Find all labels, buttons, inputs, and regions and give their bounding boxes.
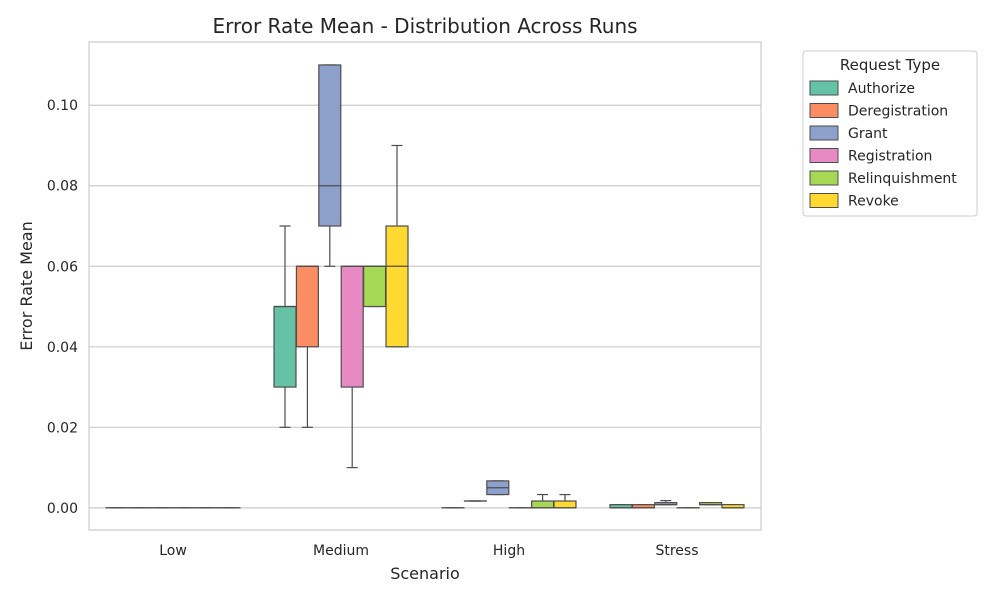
legend-label-deregistration: Deregistration (848, 104, 948, 120)
legend-label-grant: Grant (848, 126, 888, 142)
box-iqr (340, 265, 364, 388)
box-deregistration-medium (295, 265, 319, 428)
legend-label-revoke: Revoke (848, 194, 899, 210)
box-iqr (553, 500, 577, 509)
box-revoke-high (553, 493, 577, 509)
legend-frame (802, 50, 978, 217)
x-tick-labels: Low Medium High Stress (159, 543, 698, 559)
y-tick-label: 0.04 (47, 340, 78, 356)
y-tick-label: 0.10 (47, 98, 78, 114)
box-relinquishment-stress (699, 502, 723, 506)
legend-label-registration: Registration (848, 149, 932, 165)
box-iqr (318, 64, 342, 227)
legend-swatch-deregistration (809, 103, 839, 118)
box-grant-high (486, 480, 510, 496)
box-revoke-stress (721, 504, 745, 509)
y-axis-label: Error Rate Mean (17, 221, 36, 350)
legend-swatch-authorize (809, 80, 839, 96)
box-authorize-medium (273, 225, 297, 428)
y-tick-label: 0.02 (47, 420, 78, 436)
y-tick-labels: 0.00 0.02 0.04 0.06 0.08 0.10 (47, 98, 78, 517)
box-iqr (273, 305, 297, 388)
box-relinquishment-high (531, 493, 555, 509)
box-relinquishment-medium (363, 265, 387, 308)
box-revoke-medium (385, 144, 409, 348)
legend-label-authorize: Authorize (848, 81, 915, 97)
x-tick-label: Medium (313, 543, 369, 559)
legend-title: Request Type (840, 56, 940, 74)
box-grant-stress (654, 500, 678, 506)
x-axis-label: Scenario (390, 564, 460, 583)
boxes-layer (105, 64, 745, 509)
legend-label-relinquishment: Relinquishment (848, 171, 957, 187)
chart-title: Error Rate Mean - Distribution Across Ru… (212, 14, 637, 38)
y-tick-label: 0.00 (47, 501, 78, 517)
box-registration-medium (340, 265, 364, 469)
legend-swatch-revoke (809, 193, 839, 208)
legend-swatch-registration (809, 148, 839, 163)
y-tick-label: 0.06 (47, 259, 78, 275)
box-iqr (363, 265, 387, 308)
legend-swatch-relinquishment (809, 170, 839, 186)
box-deregistration-stress (631, 504, 655, 509)
legend: Request Type Authorize Deregistration Gran… (802, 50, 978, 217)
box-iqr (531, 500, 555, 509)
legend-items: Authorize Deregistration Grant Registration… (809, 80, 957, 210)
y-tick-label: 0.08 (47, 179, 78, 195)
box-authorize-stress (609, 504, 633, 509)
x-tick-label: Stress (655, 543, 698, 559)
plot-area-frame (88, 41, 762, 531)
box-iqr (295, 265, 319, 348)
x-tick-label: Low (159, 543, 187, 559)
legend-swatch-grant (809, 125, 839, 141)
box-iqr (385, 225, 409, 348)
gridlines (89, 104, 761, 509)
box-grant-medium (318, 64, 342, 267)
x-tick-label: High (493, 543, 525, 559)
